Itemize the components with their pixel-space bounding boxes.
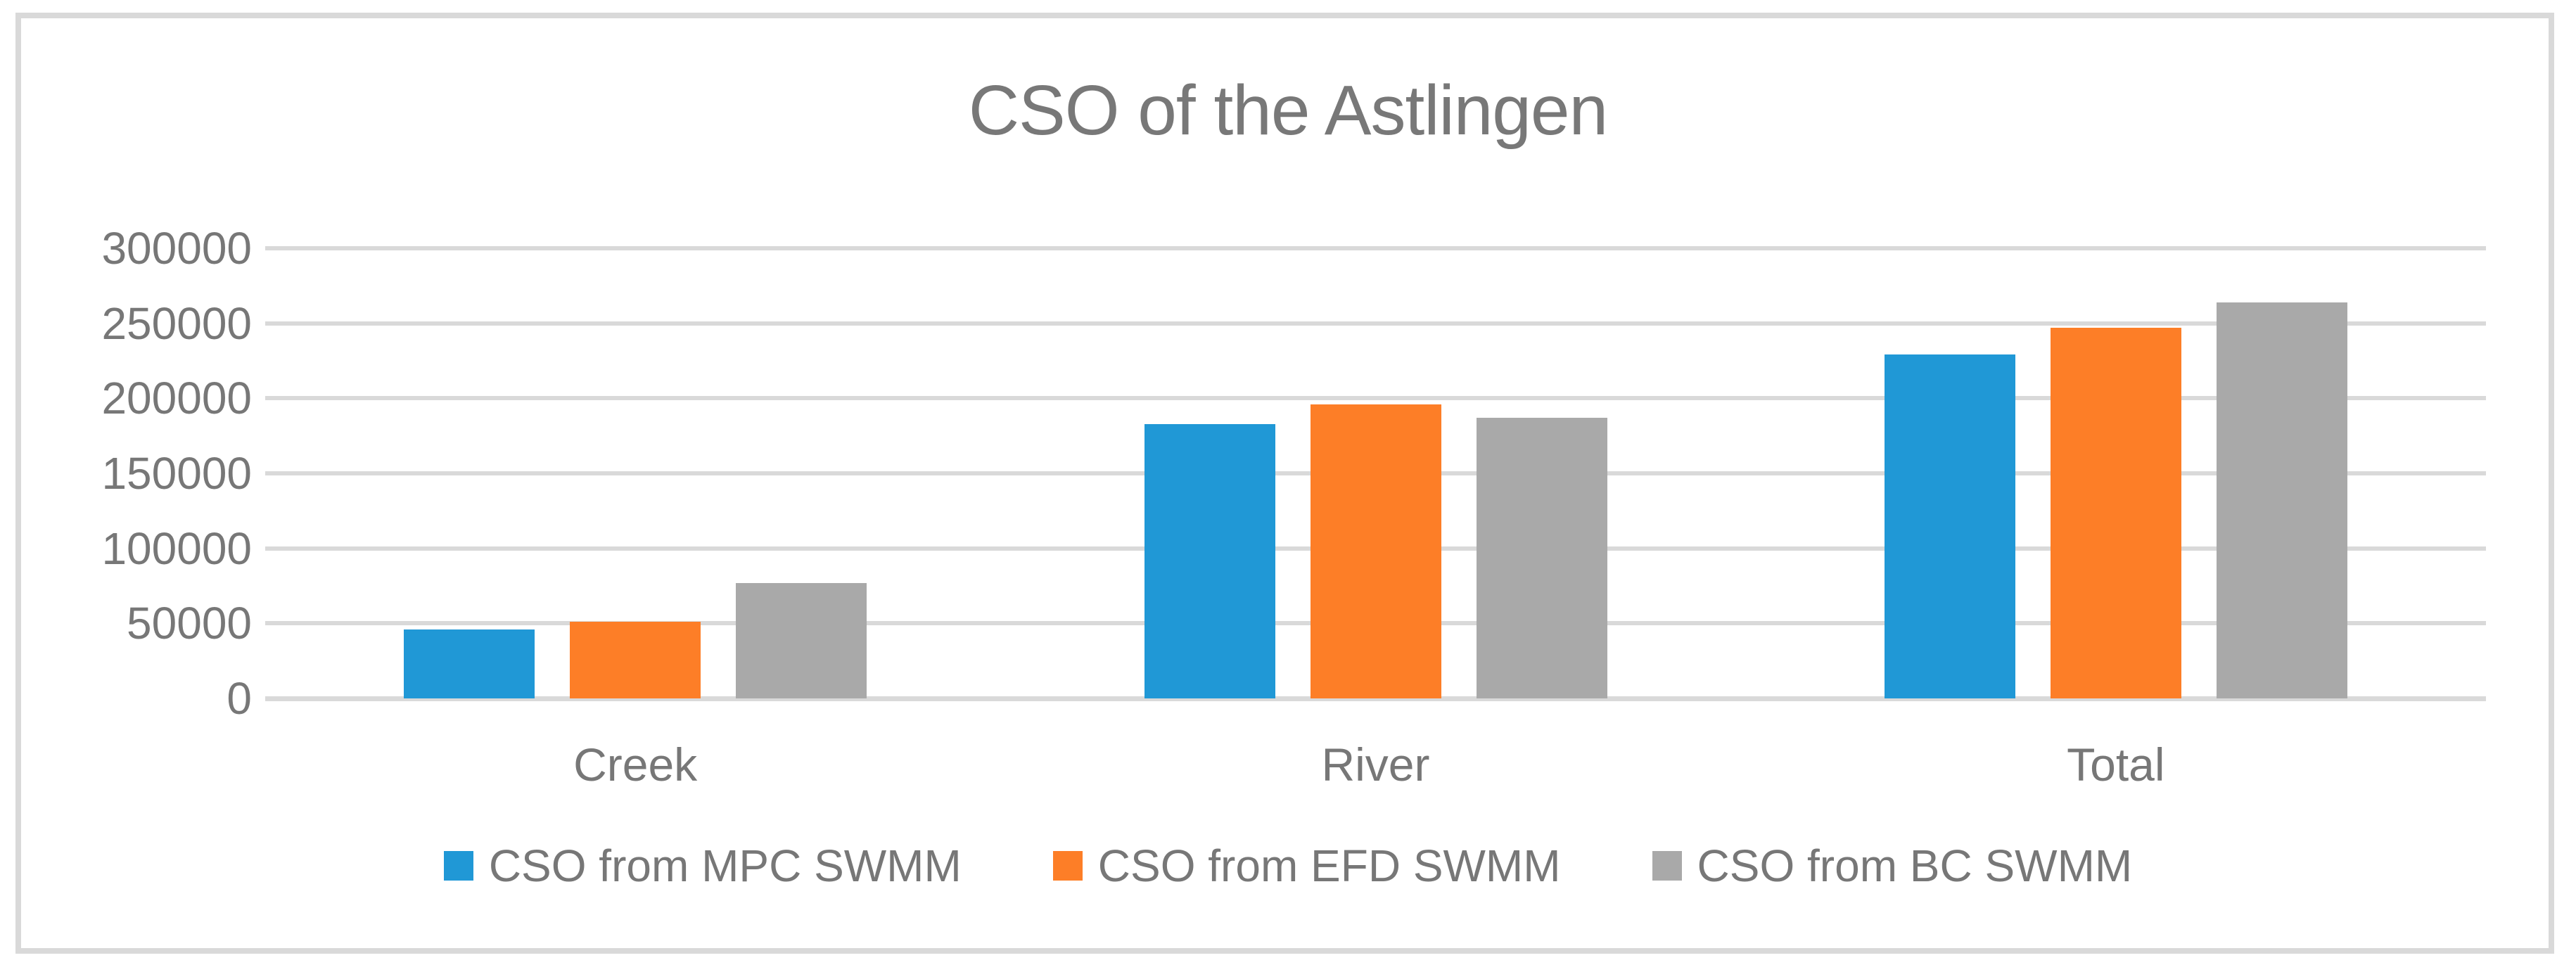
bar-creek-series-3	[736, 582, 867, 698]
y-tick-label: 150000	[101, 448, 252, 499]
bar-creek-series-1	[404, 629, 535, 698]
chart-title: CSO of the Astlingen	[968, 71, 1608, 150]
bar-creek-series-2	[570, 622, 701, 698]
legend-item-3: CSO from BC SWMM	[1652, 840, 2133, 892]
legend: CSO from MPC SWMM CSO from EFD SWMM CSO fr…	[0, 840, 2576, 892]
gridline-300000	[265, 246, 2486, 250]
bar-river-series-3	[1476, 418, 1607, 698]
y-tick-label: 200000	[101, 373, 252, 424]
x-tick-label-total: Total	[2067, 738, 2165, 791]
bar-total-series-2	[2050, 328, 2181, 698]
y-tick-label: 300000	[101, 223, 252, 274]
legend-swatch-icon	[1652, 851, 1682, 881]
x-tick-label-river: River	[1321, 738, 1430, 791]
bar-total-series-3	[2216, 302, 2347, 698]
legend-item-1: CSO from MPC SWMM	[443, 840, 962, 892]
legend-swatch-icon	[1052, 851, 1083, 881]
legend-label: CSO from BC SWMM	[1697, 840, 2133, 891]
bar-river-series-2	[1310, 404, 1441, 698]
gridline-250000	[265, 321, 2486, 326]
gridline-200000	[265, 396, 2486, 401]
y-tick-label: 0	[227, 673, 252, 724]
legend-item-2: CSO from EFD SWMM	[1052, 840, 1561, 892]
bar-river-series-1	[1144, 423, 1275, 698]
y-tick-label: 100000	[101, 523, 252, 574]
y-tick-label: 250000	[101, 298, 252, 349]
legend-swatch-icon	[443, 851, 473, 881]
y-tick-label: 50000	[127, 598, 252, 649]
legend-label: CSO from MPC SWMM	[488, 840, 962, 891]
bar-total-series-1	[1884, 354, 2015, 698]
plot-area	[265, 246, 2486, 701]
x-tick-label-creek: Creek	[573, 738, 698, 791]
x-axis-line	[265, 696, 2486, 701]
legend-label: CSO from EFD SWMM	[1097, 840, 1561, 891]
